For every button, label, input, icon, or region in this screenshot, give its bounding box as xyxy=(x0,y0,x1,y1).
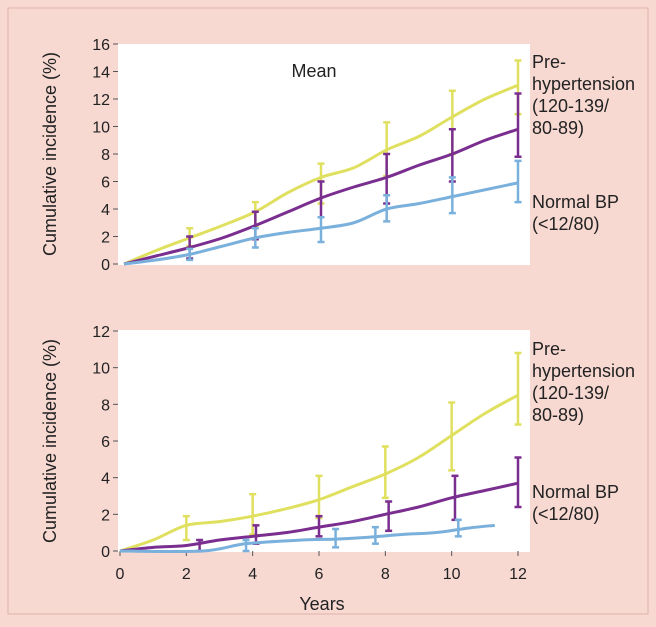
legend-label-line: hypertension xyxy=(532,74,635,94)
error-bar-mean xyxy=(514,92,522,158)
error-bar-mean xyxy=(514,456,522,509)
legend-label-line: (<12/80) xyxy=(532,214,600,234)
top-mean-annotation: Mean xyxy=(291,61,336,81)
legend-label-line: (120-139/ xyxy=(532,383,609,403)
error-bar-prehypertension xyxy=(448,401,456,472)
y-tick-label: 2 xyxy=(101,507,110,524)
y-tick-label: 0 xyxy=(101,544,110,561)
bottom-y-axis-label: Cumulative incidence (%) xyxy=(40,339,60,543)
legend-label-line: Normal BP xyxy=(532,482,619,502)
bottom-x-ticks: 0 2 4 6 8 10 12 xyxy=(116,551,527,583)
legend-label-line: 80-89) xyxy=(532,405,584,425)
error-bar-normal-bp xyxy=(514,159,522,204)
y-tick-label: 10 xyxy=(92,120,110,137)
top-y-axis-label: Cumulative incidence (%) xyxy=(40,52,60,256)
x-tick-label: 12 xyxy=(509,566,527,583)
x-axis-label: Years xyxy=(299,594,344,614)
legend-label-line: hypertension xyxy=(532,361,635,381)
error-bar-normal-bp xyxy=(371,525,379,545)
legend-label-line: Pre- xyxy=(532,339,566,359)
top-chart-panel: Cumulative incidence (%) Mean 0 2 4 6 8 10 12 1… xyxy=(40,37,635,274)
legend-label-line: Normal BP xyxy=(532,192,619,212)
legend-label-line: Pre- xyxy=(532,52,566,72)
error-bar-prehypertension xyxy=(381,445,389,500)
legend-label-line: (120-139/ xyxy=(532,96,609,116)
y-tick-label: 10 xyxy=(92,361,110,378)
x-tick-label: 4 xyxy=(248,566,257,583)
bottom-series-group xyxy=(119,351,522,554)
y-tick-label: 14 xyxy=(92,65,110,82)
x-tick-label: 6 xyxy=(315,566,324,583)
y-tick-label: 4 xyxy=(101,202,110,219)
error-bar-mean xyxy=(315,514,323,538)
y-tick-label: 4 xyxy=(101,471,110,488)
error-bar-normal-bp xyxy=(448,176,456,215)
error-bar-normal-bp xyxy=(317,216,325,244)
bottom-chart-panel: Cumulative incidence (%) Years 0 2 4 6 8 10 12… xyxy=(40,324,635,614)
x-tick-label: 10 xyxy=(443,566,461,583)
y-tick-label: 12 xyxy=(92,324,110,341)
error-bar-normal-bp xyxy=(454,518,462,538)
top-y-ticks: 0 2 4 6 8 10 12 14 16 xyxy=(92,37,118,274)
top-legend: Pre-hypertension(120-139/80-89) Normal BP… xyxy=(532,52,635,234)
x-tick-label: 0 xyxy=(116,566,125,583)
series-line-normal-bp xyxy=(119,523,495,554)
error-bar-prehypertension xyxy=(182,514,190,542)
y-tick-label: 8 xyxy=(101,147,110,164)
error-bar-mean xyxy=(385,500,393,533)
x-tick-label: 8 xyxy=(381,566,390,583)
y-tick-label: 16 xyxy=(92,37,110,54)
legend-label-line: 80-89) xyxy=(532,118,584,138)
x-tick-label: 2 xyxy=(182,566,191,583)
error-bar-normal-bp xyxy=(186,247,194,262)
error-bar-normal-bp xyxy=(251,227,259,249)
bottom-plot-area xyxy=(118,330,530,552)
bottom-legend: Pre-hypertension(120-139/80-89) Normal BP… xyxy=(532,339,635,524)
y-tick-label: 0 xyxy=(101,257,110,274)
bottom-y-ticks: 0 2 4 6 8 10 12 xyxy=(92,324,118,561)
y-tick-label: 8 xyxy=(101,397,110,414)
error-bar-normal-bp xyxy=(242,538,250,553)
error-bar-normal-bp xyxy=(332,527,340,549)
legend-label-line: (<12/80) xyxy=(532,504,600,524)
top-series-group xyxy=(123,59,522,266)
y-tick-label: 6 xyxy=(101,175,110,192)
y-tick-label: 12 xyxy=(92,92,110,109)
error-bar-prehypertension xyxy=(514,351,522,426)
y-tick-label: 2 xyxy=(101,230,110,247)
y-tick-label: 6 xyxy=(101,434,110,451)
error-bar-normal-bp xyxy=(383,194,391,223)
